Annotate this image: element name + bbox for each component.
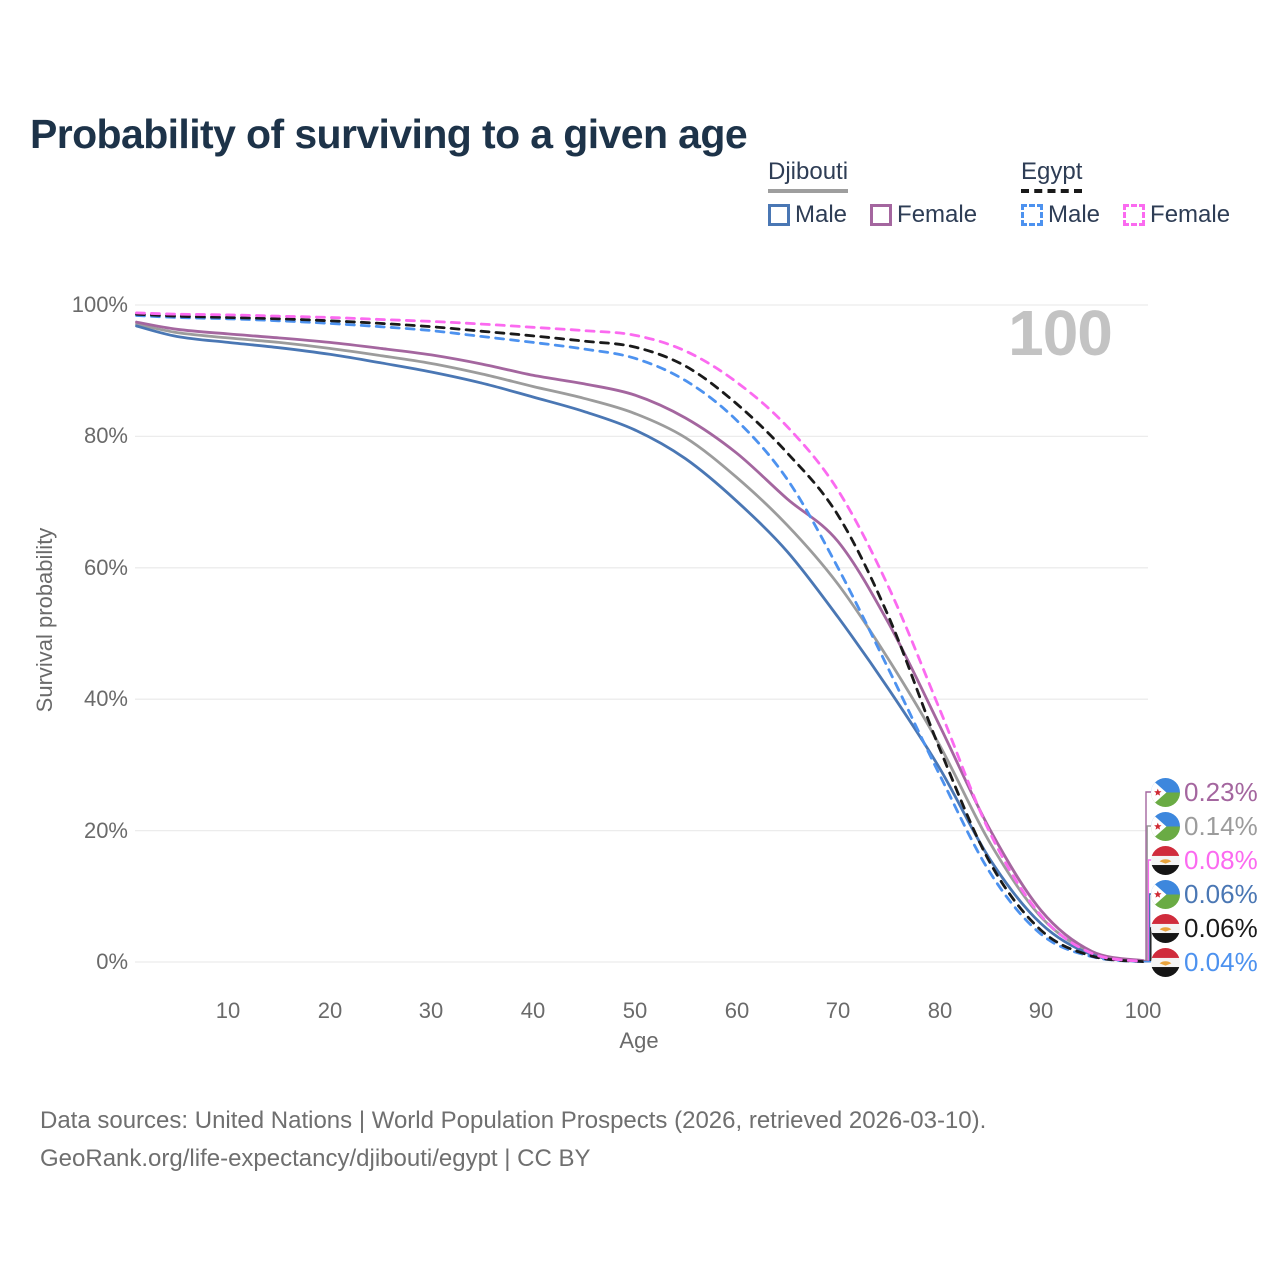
- x-tick-90: 90: [1028, 998, 1054, 1023]
- x-tick-60: 60: [724, 998, 750, 1023]
- legend-group-egypt: Egypt Male Female: [1021, 158, 1230, 229]
- end-label-row: 0.08%: [1151, 845, 1258, 875]
- x-tick-100: 100: [1124, 998, 1162, 1023]
- end-label-row: 0.14%: [1151, 811, 1258, 841]
- y-tick-20: 20%: [83, 818, 128, 843]
- y-tick-80: 80%: [83, 423, 128, 448]
- end-label-value: 0.14%: [1184, 811, 1258, 841]
- legend-item-egypt-female[interactable]: Female: [1123, 201, 1230, 229]
- djibouti-female-swatch-icon: [870, 204, 893, 226]
- y-tick-100: 100%: [71, 292, 128, 317]
- survival-curve-egypt-female: [135, 311, 1145, 963]
- end-label-value: 0.06%: [1184, 913, 1258, 943]
- x-axis-title: Age: [619, 1028, 659, 1053]
- x-tick-50: 50: [622, 998, 648, 1023]
- legend-row-djibouti: Male Female: [768, 201, 977, 229]
- x-tick-80: 80: [927, 998, 953, 1023]
- legend-item-label: Female: [1150, 201, 1231, 228]
- end-label-value: 0.04%: [1184, 947, 1258, 977]
- survival-curve-egypt-male: [135, 314, 1145, 964]
- legend-item-label: Male: [1048, 201, 1101, 228]
- egypt-flag-icon: [1151, 947, 1180, 977]
- x-tick-30: 30: [418, 998, 444, 1023]
- egypt-male-swatch-icon: [1021, 204, 1043, 226]
- end-label-row: 0.23%: [1151, 777, 1258, 807]
- y-tick-0: 0%: [96, 949, 128, 974]
- djibouti-flag-icon: [1151, 879, 1180, 909]
- age-indicator-watermark: 100: [1008, 297, 1113, 369]
- attribution-note: GeoRank.org/life-expectancy/djibouti/egy…: [40, 1145, 591, 1172]
- end-label-row: 0.06%: [1151, 913, 1258, 943]
- end-label-row: 0.04%: [1151, 947, 1258, 977]
- legend-header-djibouti[interactable]: Djibouti: [768, 158, 849, 193]
- legend-item-djibouti-female[interactable]: Female: [870, 201, 977, 229]
- survival-curve-egypt-total: [135, 312, 1145, 963]
- page-title: Probability of surviving to a given age: [30, 111, 748, 158]
- legend-item-djibouti-male[interactable]: Male: [768, 201, 847, 229]
- y-tick-40: 40%: [83, 686, 128, 711]
- egypt-flag-icon: [1151, 845, 1180, 875]
- egypt-female-swatch-icon: [1123, 204, 1146, 226]
- y-axis-title: Survival probability: [32, 527, 57, 713]
- survival-curve-djibouti-total: [135, 322, 1145, 963]
- x-tick-70: 70: [825, 998, 851, 1023]
- djibouti-flag-icon: [1151, 811, 1180, 841]
- legend-item-label: Female: [897, 201, 978, 228]
- legend-item-egypt-male[interactable]: Male: [1021, 201, 1100, 229]
- survival-curve-djibouti-female: [135, 320, 1145, 962]
- end-label-value: 0.23%: [1184, 777, 1258, 807]
- end-label-value: 0.08%: [1184, 845, 1258, 875]
- end-label-row: 0.06%: [1151, 879, 1258, 909]
- x-tick-40: 40: [520, 998, 546, 1023]
- survival-curve-djibouti-male: [135, 324, 1145, 963]
- legend-row-egypt: Male Female: [1021, 201, 1230, 229]
- x-tick-20: 20: [317, 998, 343, 1023]
- legend-item-label: Male: [795, 201, 848, 228]
- legend-header-egypt[interactable]: Egypt: [1021, 158, 1083, 193]
- end-label-value: 0.06%: [1184, 879, 1258, 909]
- djibouti-flag-icon: [1151, 777, 1180, 807]
- y-tick-60: 60%: [83, 555, 128, 580]
- egypt-flag-icon: [1151, 913, 1180, 943]
- data-source-note: Data sources: United Nations | World Pop…: [40, 1107, 987, 1134]
- legend-group-djibouti: Djibouti Male Female: [768, 158, 977, 229]
- x-tick-10: 10: [215, 998, 241, 1023]
- djibouti-male-swatch-icon: [768, 204, 790, 226]
